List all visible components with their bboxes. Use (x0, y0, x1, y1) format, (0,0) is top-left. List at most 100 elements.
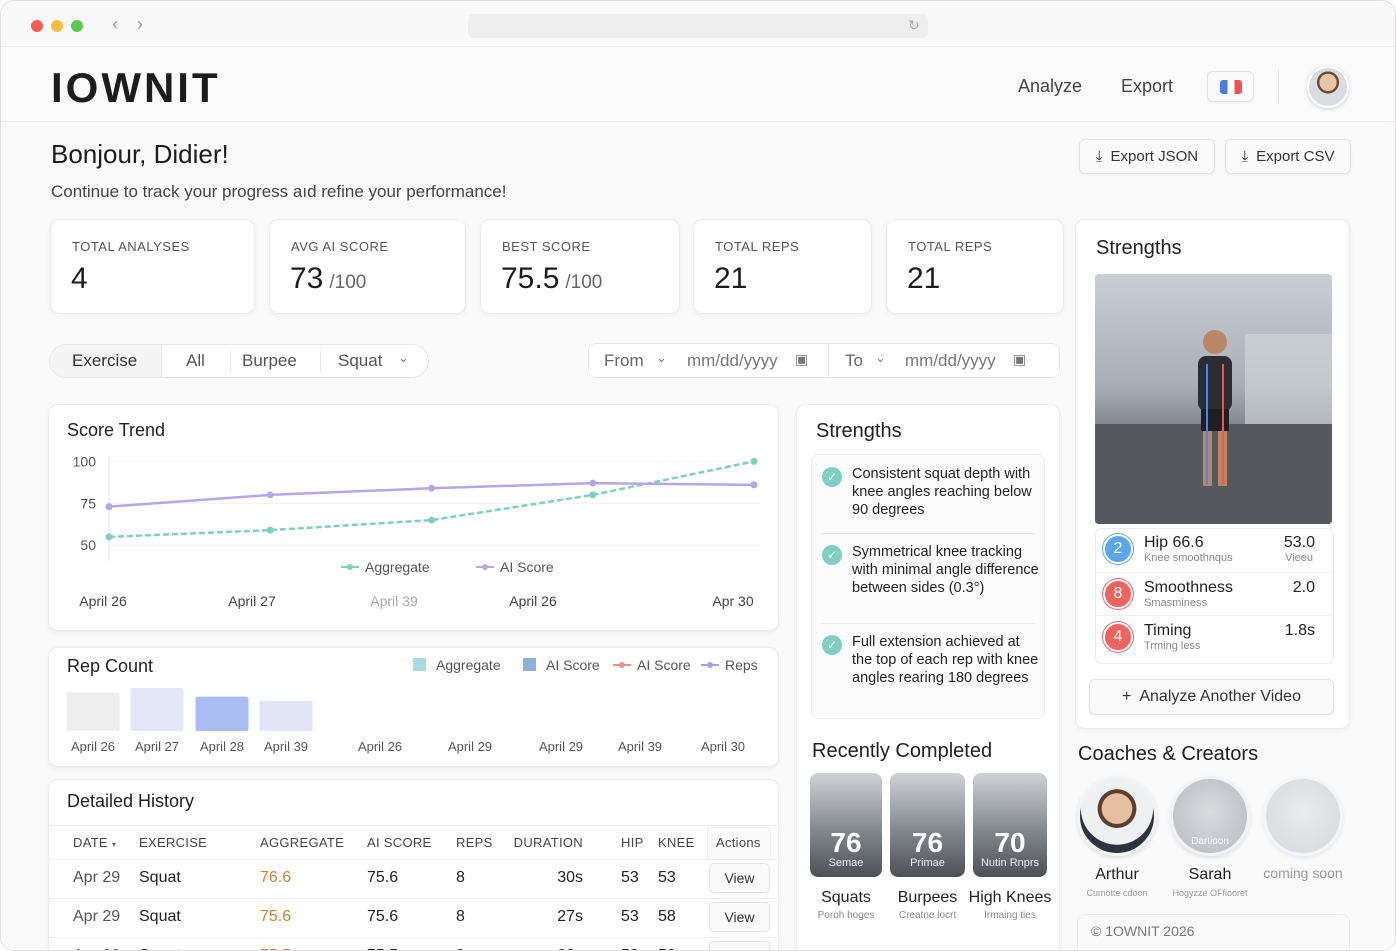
video-image (1095, 274, 1332, 524)
min-dot[interactable] (51, 20, 63, 32)
view-button[interactable]: View (709, 863, 770, 893)
metrics-list (1095, 528, 1334, 664)
thumbnail[interactable]: 76 Semae (810, 773, 882, 877)
stat-value: 4 (71, 262, 88, 295)
forward[interactable]: › (137, 14, 143, 34)
athlete-illustration (1095, 330, 1332, 524)
nav-link[interactable]: Export (1121, 76, 1174, 96)
table-cell: 76.6 (260, 869, 292, 886)
card-title: Score Trend (67, 420, 166, 440)
view-button[interactable]: View (709, 902, 770, 932)
plus-icon: + (1122, 688, 1132, 705)
logo[interactable]: IOWNIT (51, 64, 221, 111)
table-cell: 75.6 (260, 908, 292, 925)
strength-text: Symmetrical knee tracking with minimal a… (852, 544, 1039, 596)
export-csv-button[interactable]: ⤓ Export CSV (1225, 139, 1351, 174)
metric-value: 53.0 (1283, 534, 1315, 551)
table-cell: 75.6 (367, 908, 399, 925)
column-header: EXERCISE (139, 835, 208, 850)
strengths-list (811, 454, 1045, 719)
exercise-name: Squats (821, 889, 871, 906)
filter-label-bg (50, 345, 162, 377)
nav-link[interactable]: Analyze (1018, 76, 1083, 96)
from-label[interactable]: From (604, 351, 644, 370)
table-cell: Squat (139, 869, 181, 886)
column-header: REPS (456, 835, 493, 850)
metric-sub: Trming less (1144, 640, 1201, 652)
column-header: DURATION (513, 835, 583, 850)
thumbnail-score: 76 (830, 827, 862, 858)
stat-card: BEST SCORE 75.5/100 (480, 219, 680, 314)
thumbnail-caption: Nutin Rnprs (980, 857, 1040, 869)
url-bar[interactable] (468, 14, 928, 38)
avatar[interactable] (1307, 66, 1349, 108)
head (1203, 330, 1227, 354)
check-icon: ✓ (822, 635, 842, 655)
button-label: Analyze Another Video (1139, 688, 1301, 705)
coach-avatar[interactable] (1077, 776, 1157, 856)
filter-label: Exercise (72, 351, 138, 370)
metric-note: Vieeu (1285, 552, 1313, 564)
table-cell: 30s (557, 869, 583, 886)
export-json-button[interactable]: ⤓ Export JSON (1079, 139, 1215, 174)
date-input[interactable]: mm/dd/yyyy (687, 351, 778, 370)
language-button[interactable] (1207, 71, 1254, 102)
thumbnail[interactable]: 70 Nutin Rnprs (973, 773, 1047, 877)
metric-sub: Smasminess (1144, 597, 1207, 609)
filter-option[interactable]: All (186, 351, 205, 370)
to-label[interactable]: To (845, 351, 863, 370)
card-title: Strengths (816, 420, 902, 442)
footer: © 1OWNIT 2026 (1091, 923, 1195, 939)
item-divider (821, 533, 1035, 534)
divider (49, 825, 778, 826)
stat-value: 21 (714, 262, 748, 295)
max-dot[interactable] (71, 20, 83, 32)
stat-value-row: 4 (71, 264, 88, 294)
stat-value: 73 (290, 262, 324, 295)
column-header: AI SCORE (367, 835, 432, 850)
close-dot[interactable] (31, 20, 43, 32)
filter-option[interactable]: Squat (338, 351, 383, 370)
chevron: ⌄ (398, 350, 409, 365)
thumbnail[interactable]: 76 Primae (890, 773, 965, 877)
metric-divider (1096, 572, 1333, 573)
strength-text: Consistent squat depth with knee angles … (852, 466, 1032, 518)
coach-avatar[interactable]: Dartioon (1170, 776, 1250, 856)
coach-avatar[interactable] (1263, 776, 1343, 856)
back[interactable]: ‹ (112, 14, 118, 34)
date-filter (588, 343, 1060, 378)
table-cell: 50 (658, 948, 676, 951)
stat-value-row: 21 (907, 264, 940, 294)
section-title: Coaches & Creators (1078, 743, 1259, 765)
calendar-icon[interactable]: ▣ (1013, 351, 1027, 367)
coach-name: Sarah (1188, 866, 1232, 883)
row-divider (49, 937, 778, 938)
thumbnail-caption: Primae (910, 857, 945, 869)
card-title: Rep Count (67, 656, 154, 676)
table-cell: 58 (658, 908, 676, 925)
sort-icon: ▾ (111, 840, 117, 849)
torso (1198, 356, 1232, 411)
filter-option[interactable]: Burpee (242, 351, 297, 370)
date-input[interactable]: mm/dd/yyyy (905, 351, 996, 370)
column-header[interactable]: DATE ▾ (73, 835, 117, 850)
stat-value: 21 (907, 262, 941, 295)
view-button[interactable]: View (709, 941, 770, 950)
stat-value-row: 73/100 (290, 264, 366, 294)
analyze-button[interactable]: + Analyze Another Video (1089, 679, 1334, 715)
reload[interactable]: ↻ (908, 17, 920, 33)
column-header: HIP (621, 835, 644, 850)
stat-label: TOTAL REPS (908, 239, 993, 254)
column-header: KNEE (658, 835, 695, 850)
divider (230, 351, 231, 373)
flag (1219, 79, 1242, 94)
window (1245, 334, 1332, 424)
stat-card: TOTAL REPS 21 (886, 219, 1064, 314)
exercise-sub: Creatne locrt (898, 910, 957, 921)
check-icon: ✓ (822, 467, 842, 487)
badge-text: Dartioon (1191, 836, 1229, 847)
metric-value: 2.0 (1292, 579, 1315, 596)
calendar-icon[interactable]: ▣ (795, 351, 809, 367)
floor (1095, 424, 1332, 524)
table-cell: 20s (557, 948, 583, 951)
